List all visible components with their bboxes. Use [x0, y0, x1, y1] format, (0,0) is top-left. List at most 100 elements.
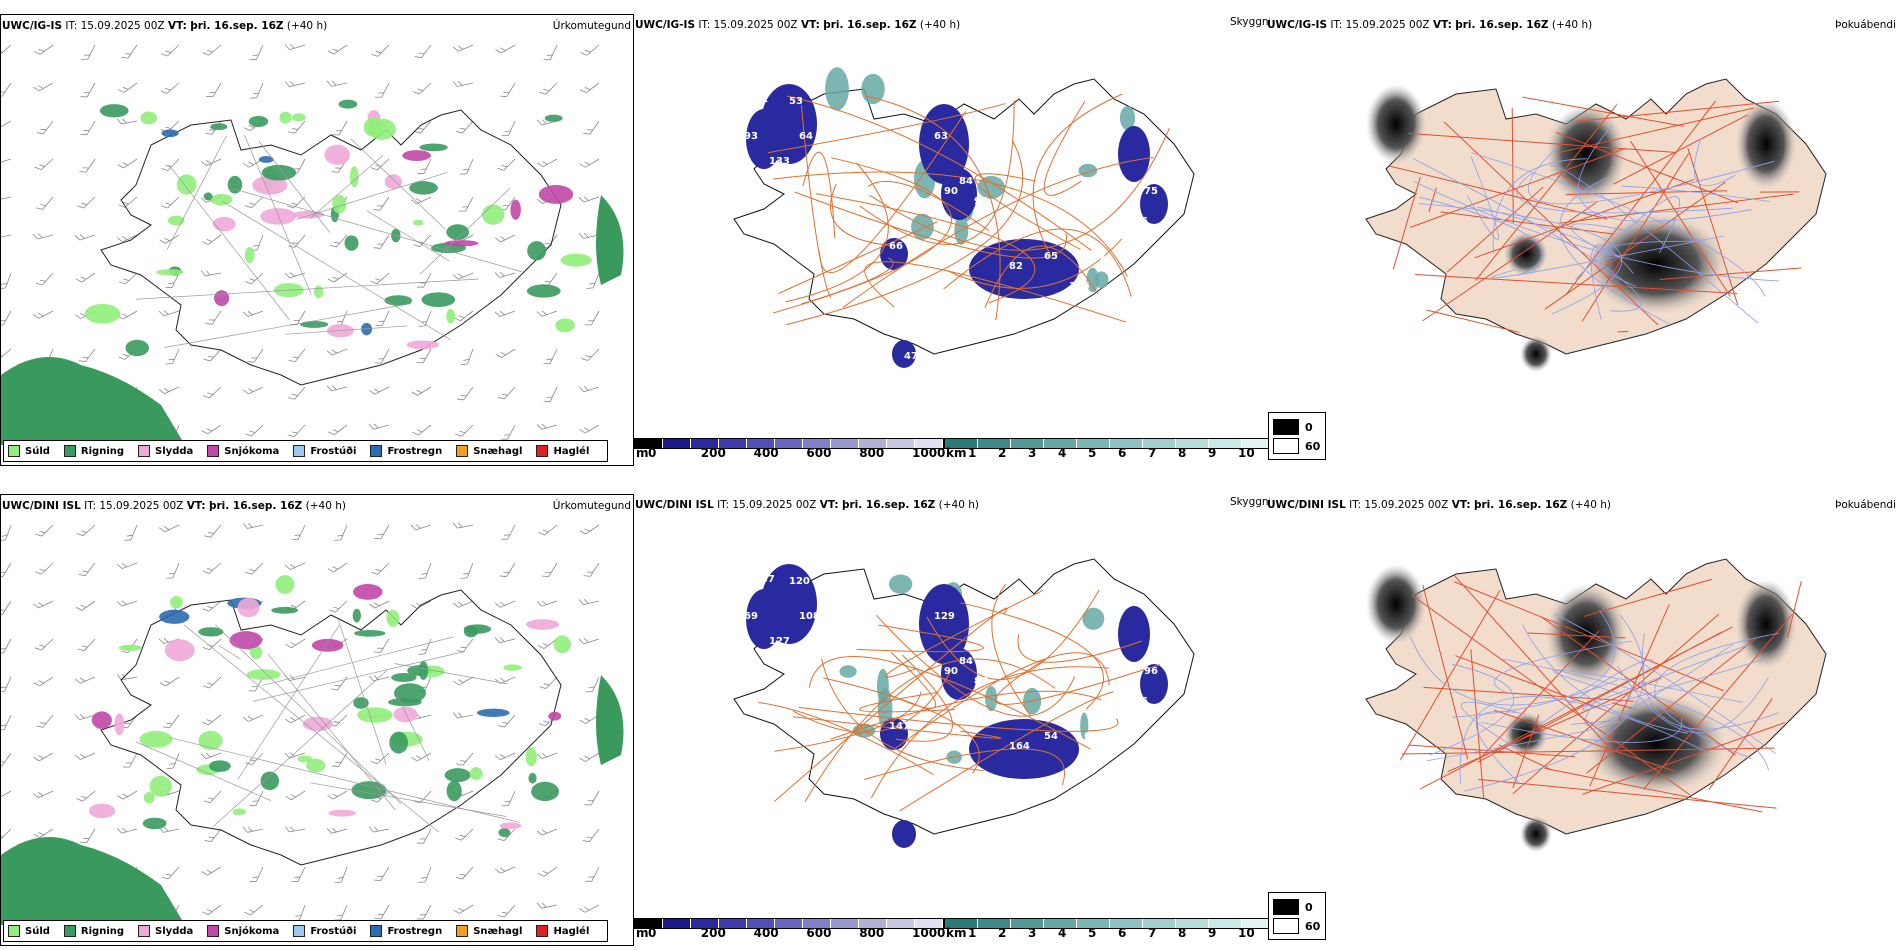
low-cloud-base-area [941, 168, 977, 220]
road-line [244, 134, 312, 295]
wind-barb [1, 82, 12, 97]
road-line [1589, 604, 1670, 787]
wind-barb [578, 386, 600, 393]
fog-legend-label: 60 [1305, 439, 1321, 453]
legend-label: Súld [25, 925, 50, 937]
precip-cell [363, 117, 383, 137]
wind-barb [79, 158, 96, 173]
river-line [1616, 665, 1769, 734]
precip-cell [412, 219, 424, 226]
wind-barb [583, 562, 600, 577]
legend-item: Frostúði [293, 925, 356, 937]
road-line [946, 238, 1123, 289]
low-cloud-base-area [1140, 184, 1168, 224]
wind-barb [202, 638, 222, 651]
cloud-base-value-label: 147 [889, 721, 910, 732]
wind-barb [74, 234, 96, 241]
precip-cell [210, 193, 233, 206]
cloud-base-value-label: 53 [789, 96, 803, 107]
precip-cell [384, 174, 403, 190]
colorbar-segment [1209, 919, 1242, 928]
fog-index-area [1736, 99, 1796, 189]
low-visibility-area [1119, 105, 1136, 131]
legend-label: Frostúði [310, 445, 357, 457]
wind-barb [35, 272, 54, 286]
colorbar-segment [747, 439, 775, 448]
wind-barb [250, 82, 264, 99]
colorbar-segment [1242, 919, 1270, 928]
wind-barb [543, 386, 558, 403]
road-line [995, 659, 1161, 705]
wind-barb [284, 44, 306, 51]
wind-barb [494, 600, 516, 608]
wind-barb [201, 424, 222, 435]
wind-barb [580, 82, 600, 93]
wind-barb [411, 386, 432, 396]
precip-cell [167, 215, 185, 226]
wind-barb [330, 676, 348, 691]
legend-label: Súld [25, 445, 50, 457]
fog-legend: 0 60 [1268, 892, 1326, 940]
wind-barb [244, 904, 264, 916]
colorbar-segment [1044, 919, 1077, 928]
wind-barb [33, 600, 54, 609]
wind-barb [326, 348, 348, 356]
wind-barb [80, 82, 96, 98]
precip-map [1, 522, 624, 925]
precip-cell [393, 706, 418, 723]
colorbar-tick-label: 3 [1028, 926, 1037, 940]
road-line [1708, 698, 1773, 790]
wind-barb [118, 272, 138, 285]
wind-barb [539, 676, 558, 689]
precip-cell [84, 304, 121, 324]
colorbar-segment [719, 919, 747, 928]
wind-barb [76, 196, 96, 209]
cloud-base-value-label: 108 [799, 611, 820, 622]
precip-cell [419, 143, 448, 152]
wind-barb [585, 676, 600, 693]
wind-barb [201, 866, 222, 876]
colorbar-tick-label: 1000 [912, 926, 946, 940]
precip-cell [344, 235, 359, 251]
precip-map [1, 44, 624, 445]
wind-barb [536, 828, 558, 836]
road-line [889, 651, 937, 709]
precip-cell [418, 661, 429, 680]
cloud-base-value-label: 65 [1044, 251, 1058, 262]
road-line [785, 162, 889, 303]
precip-cell [227, 175, 243, 194]
wind-barb [159, 524, 180, 533]
road-line [863, 748, 1065, 786]
cloud-base-value-label: 84 [959, 176, 973, 187]
road-line [1527, 632, 1626, 639]
river-line [1459, 696, 1707, 785]
wind-barb [452, 272, 474, 280]
river-line [1641, 633, 1780, 730]
road-line [1544, 181, 1726, 310]
cloud-base-value-label: 96 [1144, 666, 1158, 677]
wind-barb [586, 272, 600, 289]
wind-barb [80, 828, 96, 844]
wind-barb [455, 866, 474, 880]
cloud-base-value-label: 91 [1099, 636, 1113, 647]
road-line [1411, 594, 1691, 796]
road-line [773, 171, 1128, 277]
colorbar-segment [1011, 919, 1044, 928]
road-line [926, 589, 1100, 681]
legend-item: Haglél [536, 925, 589, 937]
cloud-base-value-label: 54 [1044, 731, 1058, 742]
wind-barb [33, 676, 54, 687]
road-line [899, 691, 1114, 812]
wind-barb [460, 348, 474, 366]
wind-barb [242, 522, 264, 529]
wind-barb [284, 826, 306, 833]
wind-barb [418, 310, 432, 327]
road-line [859, 100, 1015, 245]
wind-barb [81, 44, 96, 60]
fog-legend-swatch-0 [1273, 899, 1299, 915]
wind-barb [291, 524, 306, 541]
wind-barb [121, 44, 138, 59]
wind-barb [288, 386, 306, 400]
river-line [1582, 644, 1764, 711]
wind-barb [373, 638, 390, 653]
